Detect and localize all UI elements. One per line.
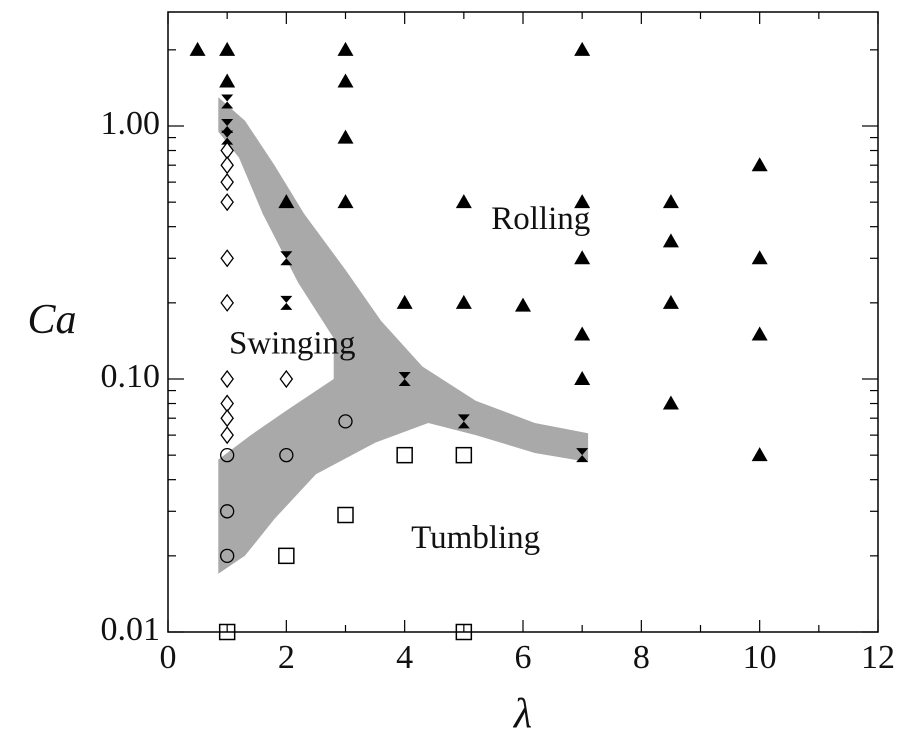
data-point-transition	[576, 448, 589, 463]
data-point-rolling	[515, 297, 531, 312]
x-tick-label: 0	[160, 639, 177, 676]
data-point-swinging	[220, 173, 234, 192]
data-point-rolling	[751, 157, 768, 172]
data-point-circle	[220, 504, 235, 519]
data-point-transition	[280, 295, 293, 310]
data-point-swinging	[220, 293, 234, 312]
data-point-tumbling	[278, 547, 295, 565]
y-tick-label: 0.10	[101, 358, 161, 395]
x-tick-label: 12	[861, 639, 895, 676]
y-tick-label: 1.00	[101, 105, 161, 142]
data-point-rolling	[219, 41, 236, 56]
x-tick-label: 6	[515, 639, 532, 676]
x-axis-title: λ	[512, 691, 532, 737]
data-point-rolling	[574, 371, 591, 385]
transition-band	[218, 97, 589, 574]
transition-band-layer	[218, 97, 589, 574]
data-point-layer	[189, 41, 768, 641]
data-point-rolling	[396, 294, 413, 309]
data-point-swinging	[220, 426, 234, 445]
y-axis-title: Ca	[27, 297, 76, 343]
data-point-rolling	[337, 41, 354, 56]
data-point-rolling	[219, 73, 236, 88]
data-point-rolling	[189, 41, 206, 56]
data-point-rolling	[662, 294, 679, 309]
region-label-layer: Rolling Swinging Tumbling	[229, 201, 590, 556]
data-point-swinging	[220, 369, 234, 389]
data-point-transition	[221, 130, 234, 145]
data-point-rolling	[662, 194, 679, 209]
data-point-tumbling	[337, 506, 354, 524]
data-point-rolling	[662, 233, 679, 248]
data-point-rolling	[337, 129, 354, 144]
data-point-rolling	[455, 194, 472, 209]
region-label-tumbling: Tumbling	[411, 520, 540, 556]
data-point-circle	[220, 548, 235, 563]
axes: 0 2 4 6 8 10 12 0.01 0.10 1.00	[101, 11, 895, 676]
data-point-transition	[280, 251, 293, 266]
data-point-rolling	[278, 194, 295, 209]
data-point-circle	[279, 448, 294, 463]
data-point-transition	[457, 414, 470, 429]
data-point-circle	[338, 414, 353, 429]
data-point-tumbling	[455, 446, 473, 464]
data-point-swinging	[220, 193, 234, 212]
region-label-rolling: Rolling	[491, 201, 590, 237]
data-point-transition	[221, 94, 234, 109]
data-point-rolling	[337, 73, 354, 88]
y-tick-label: 0.01	[101, 611, 161, 648]
data-point-rolling	[574, 250, 591, 265]
x-tick-label: 2	[278, 639, 295, 676]
data-point-rolling	[574, 194, 591, 209]
data-point-rolling	[662, 395, 679, 410]
x-tick-label: 4	[396, 639, 413, 676]
data-point-rolling	[751, 326, 768, 341]
data-point-transition	[398, 372, 411, 386]
data-point-rolling	[337, 194, 354, 209]
data-point-rolling	[574, 41, 591, 56]
x-tick-label: 10	[743, 639, 777, 676]
x-tick-label: 8	[633, 639, 650, 676]
data-point-tumbling	[396, 446, 413, 464]
data-point-rolling	[574, 326, 591, 341]
data-point-circle	[220, 448, 235, 463]
data-point-swinging	[279, 369, 294, 389]
data-point-rolling	[751, 447, 768, 462]
data-point-transition	[221, 119, 234, 133]
data-point-swinging	[220, 249, 234, 268]
data-point-rolling	[751, 250, 768, 265]
region-label-swinging: Swinging	[229, 326, 356, 362]
data-point-rolling	[455, 294, 472, 309]
